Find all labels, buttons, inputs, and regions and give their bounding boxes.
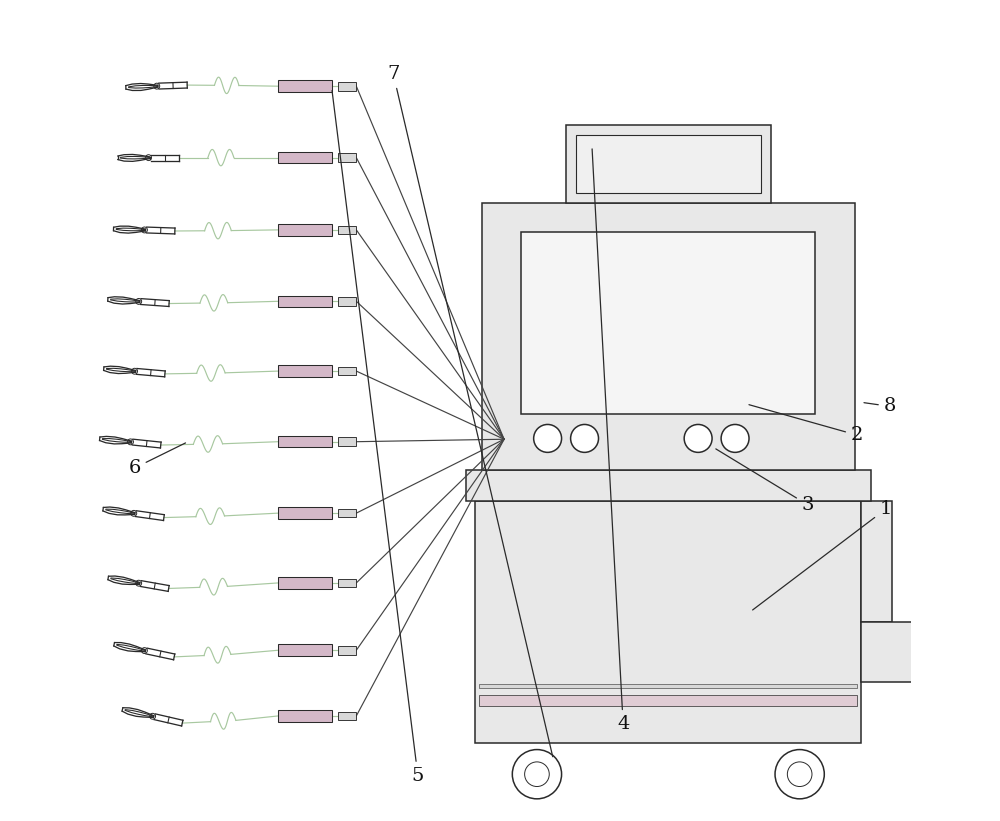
Text: 4: 4 <box>592 149 629 733</box>
Circle shape <box>721 424 749 452</box>
FancyBboxPatch shape <box>338 579 356 587</box>
FancyBboxPatch shape <box>278 710 332 722</box>
Text: 8: 8 <box>864 397 896 415</box>
FancyBboxPatch shape <box>479 684 857 688</box>
FancyBboxPatch shape <box>338 509 356 517</box>
FancyBboxPatch shape <box>479 695 857 706</box>
FancyBboxPatch shape <box>475 501 861 743</box>
FancyBboxPatch shape <box>466 470 871 501</box>
FancyBboxPatch shape <box>278 80 332 92</box>
Text: 3: 3 <box>716 449 814 514</box>
FancyBboxPatch shape <box>861 622 914 682</box>
FancyBboxPatch shape <box>338 297 356 305</box>
FancyBboxPatch shape <box>338 367 356 375</box>
FancyBboxPatch shape <box>338 154 356 162</box>
Text: 1: 1 <box>753 500 892 610</box>
FancyBboxPatch shape <box>278 644 332 656</box>
FancyBboxPatch shape <box>338 438 356 446</box>
FancyBboxPatch shape <box>861 501 892 622</box>
FancyBboxPatch shape <box>278 577 332 589</box>
FancyBboxPatch shape <box>278 365 332 377</box>
FancyBboxPatch shape <box>278 436 332 447</box>
Circle shape <box>775 750 824 799</box>
FancyBboxPatch shape <box>338 82 356 90</box>
Text: 5: 5 <box>332 90 424 785</box>
Circle shape <box>787 762 812 787</box>
FancyBboxPatch shape <box>521 232 815 414</box>
FancyBboxPatch shape <box>576 135 761 193</box>
FancyBboxPatch shape <box>338 226 356 234</box>
Circle shape <box>525 762 549 787</box>
Text: 7: 7 <box>387 65 553 757</box>
FancyBboxPatch shape <box>482 203 855 470</box>
Circle shape <box>512 750 562 799</box>
FancyBboxPatch shape <box>278 296 332 307</box>
FancyBboxPatch shape <box>278 224 332 236</box>
Text: 6: 6 <box>128 443 186 477</box>
FancyBboxPatch shape <box>338 646 356 654</box>
FancyBboxPatch shape <box>338 712 356 720</box>
Circle shape <box>571 424 599 452</box>
FancyBboxPatch shape <box>278 152 332 163</box>
FancyBboxPatch shape <box>278 507 332 519</box>
Text: 2: 2 <box>749 405 863 444</box>
FancyBboxPatch shape <box>566 125 771 203</box>
Circle shape <box>534 424 562 452</box>
Circle shape <box>684 424 712 452</box>
